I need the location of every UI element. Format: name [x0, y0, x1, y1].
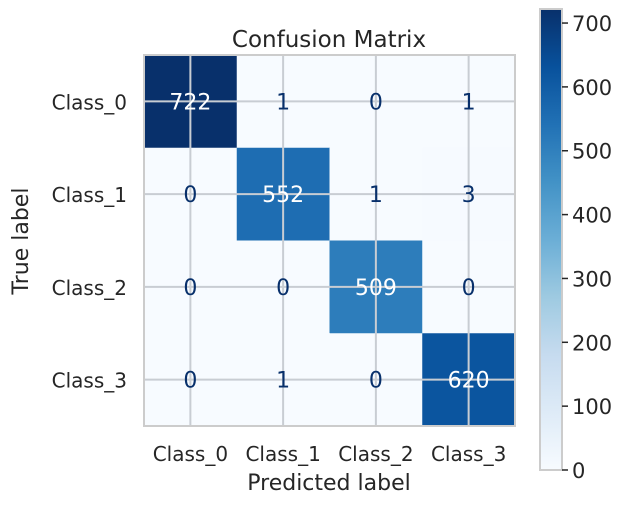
y-tick-labels: Class_0 Class_1 Class_2 Class_3: [52, 90, 127, 392]
colorbar-tick-label: 0: [572, 459, 585, 483]
cell-value-r1-c0: 0: [183, 183, 197, 208]
cell-value-r3-c0: 0: [183, 369, 197, 394]
colorbar-tick-label: 700: [572, 12, 612, 36]
cell-value-labels: 722 1 0 1 0 552 1 3 0 0 509 0 0 1 0 620: [169, 90, 489, 393]
x-tick-label: Class_2: [338, 442, 413, 466]
colorbar-ticks: 0 100 200 300 400 500 600 700: [562, 12, 612, 483]
x-tick-label: Class_1: [245, 442, 320, 466]
cell-value-r0-c3: 1: [462, 90, 476, 115]
y-tick-label: Class_1: [52, 183, 127, 207]
y-tick-label: Class_3: [52, 369, 127, 393]
x-tick-label: Class_3: [431, 442, 506, 466]
cell-value-r3-c2: 0: [369, 369, 383, 394]
colorbar-tick-label: 200: [572, 331, 612, 355]
cell-value-r0-c2: 0: [369, 90, 383, 115]
cell-value-r0-c0: 722: [169, 90, 211, 115]
colorbar: [539, 8, 563, 471]
cell-value-r3-c3: 620: [448, 369, 490, 394]
cell-value-r1-c3: 3: [462, 183, 476, 208]
cell-value-r1-c2: 1: [369, 183, 383, 208]
colorbar-tick-label: 600: [572, 76, 612, 100]
x-axis-label: Predicted label: [247, 471, 410, 496]
chart-title: Confusion Matrix: [232, 27, 426, 53]
cell-value-r1-c1: 552: [262, 183, 304, 208]
colorbar-tick-label: 400: [572, 204, 612, 228]
colorbar-tick-label: 300: [572, 267, 612, 291]
cell-value-r2-c2: 509: [355, 276, 397, 301]
y-axis-label: True label: [9, 188, 34, 296]
heatmap-gridlines: [144, 55, 515, 426]
colorbar-tick-label: 100: [572, 395, 612, 419]
plot-frame: [143, 54, 516, 427]
x-tick-labels: Class_0 Class_1 Class_2 Class_3: [153, 442, 507, 466]
cell-value-r2-c0: 0: [183, 276, 197, 301]
y-tick-label: Class_0: [52, 90, 127, 114]
cell-value-r2-c3: 0: [462, 276, 476, 301]
cell-value-r0-c1: 1: [276, 90, 290, 115]
cell-value-r2-c1: 0: [276, 276, 290, 301]
colorbar-tick-label: 500: [572, 140, 612, 164]
cell-value-r3-c1: 1: [276, 369, 290, 394]
x-tick-label: Class_0: [153, 442, 228, 466]
y-tick-label: Class_2: [52, 276, 127, 300]
